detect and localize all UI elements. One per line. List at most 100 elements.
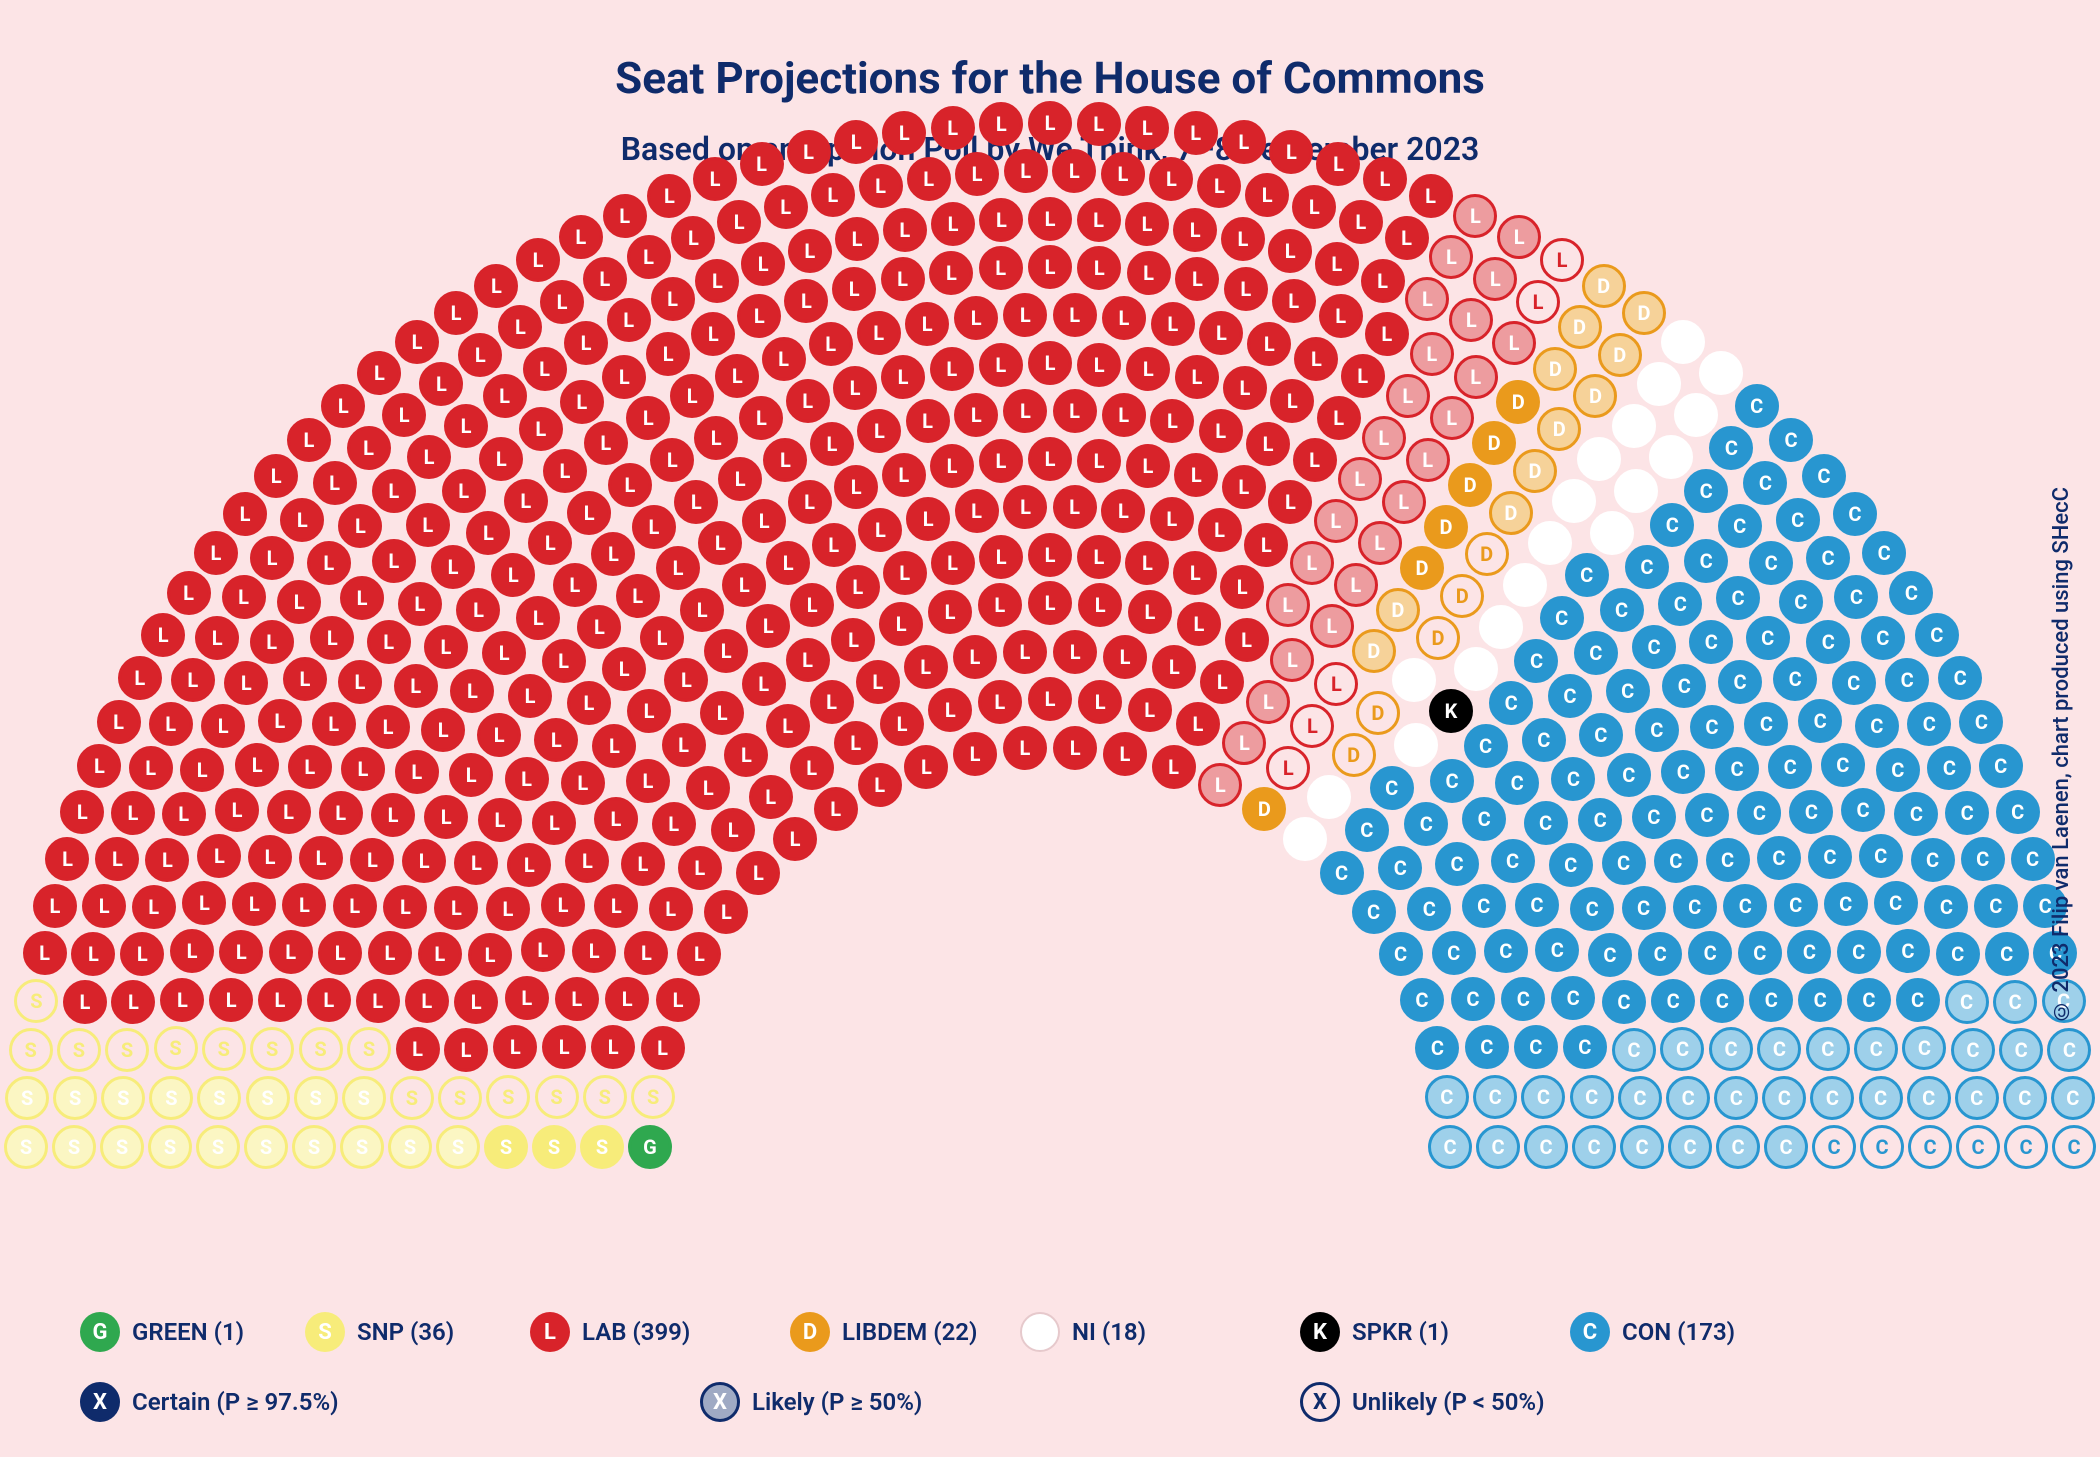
seat: C [1668, 1125, 1712, 1169]
seat: L [483, 374, 527, 418]
seat: L [1052, 149, 1096, 193]
seat: L [421, 708, 465, 752]
seat: L [1128, 688, 1172, 732]
seat: C [1622, 886, 1666, 930]
seat: L [1028, 533, 1072, 577]
seat: L [1294, 337, 1338, 381]
seat: L [1077, 102, 1121, 146]
seat: S [202, 1027, 246, 1071]
seat: L [979, 246, 1023, 290]
seat: L [395, 750, 439, 794]
seat: L [1177, 602, 1221, 646]
seat: L [560, 380, 604, 424]
seat: C [1956, 1125, 2000, 1169]
seat: C [1600, 588, 1644, 632]
legend-item-green: GGREEN (1) [80, 1312, 244, 1352]
ni-icon [1020, 1312, 1060, 1352]
seat: L [649, 887, 693, 931]
seat: L [347, 426, 391, 470]
seat: L [591, 532, 635, 576]
seat: C [1787, 930, 1831, 974]
seat: L [444, 1028, 488, 1072]
seat: L [1101, 152, 1145, 196]
seat: L [1198, 508, 1242, 552]
seat: C [1757, 1027, 1801, 1071]
seat: C [1320, 851, 1364, 895]
seat [1699, 351, 1743, 395]
seat: L [883, 551, 927, 595]
seat: L [1125, 106, 1169, 150]
seat: S [4, 1125, 48, 1169]
seat: L [929, 251, 973, 295]
seat: L [1103, 732, 1147, 776]
seat: C [1462, 797, 1506, 841]
seat: S [197, 1076, 241, 1120]
seat: L [773, 817, 817, 861]
seat: D [1573, 374, 1617, 418]
seat: L [650, 438, 694, 482]
seat: L [118, 656, 162, 700]
seat: L [442, 469, 486, 513]
seat: S [250, 1027, 294, 1071]
seat: C [1757, 836, 1801, 880]
seat: D [1598, 333, 1642, 377]
seat: C [1425, 1075, 1469, 1119]
seat: L [1405, 277, 1449, 321]
seat: C [1638, 932, 1682, 976]
seat: C [1744, 702, 1788, 746]
seat: L [741, 242, 785, 286]
seat: L [97, 700, 141, 744]
seat: L [559, 215, 603, 259]
seat: L [1516, 280, 1560, 324]
seat: C [1522, 718, 1566, 762]
seat [1283, 817, 1327, 861]
seat: L [160, 978, 204, 1022]
seat: G [628, 1125, 672, 1169]
seat: C [1651, 979, 1695, 1023]
seat: L [197, 834, 241, 878]
seat: L [1266, 583, 1310, 627]
seat: L [978, 583, 1022, 627]
seat: L [1078, 583, 1122, 627]
seat: L [398, 582, 442, 626]
seat: L [906, 399, 950, 443]
seat: L [1247, 322, 1291, 366]
seat: L [356, 979, 400, 1023]
seat: L [1077, 198, 1121, 242]
seat: L [680, 588, 724, 632]
seat: L [1003, 630, 1047, 674]
seat: L [626, 759, 670, 803]
seat: L [145, 838, 189, 882]
seat: C [1768, 745, 1812, 789]
seat: L [979, 439, 1023, 483]
seat: C [1588, 933, 1632, 977]
seat: L [319, 791, 363, 835]
seat: S [294, 1076, 338, 1120]
seat: C [1658, 582, 1702, 626]
seat: L [1128, 590, 1172, 634]
seat [1674, 393, 1718, 437]
seat: C [1570, 887, 1614, 931]
seat: C [1476, 1125, 1520, 1169]
seat: L [395, 320, 439, 364]
seat: L [1150, 497, 1194, 541]
seat: L [508, 674, 552, 718]
seat: D [1356, 691, 1400, 735]
seat: L [444, 404, 488, 448]
seat: L [1103, 635, 1147, 679]
seat: L [111, 791, 155, 835]
seat: L [1028, 245, 1072, 289]
seat: L [23, 931, 67, 975]
seat: S [631, 1075, 675, 1119]
seat: L [930, 444, 974, 488]
seat: L [955, 489, 999, 533]
seat: L [1028, 101, 1072, 145]
legend-prob-label: Likely (P ≥ 50%) [752, 1388, 922, 1416]
seat: L [456, 588, 500, 632]
spkr-icon: K [1300, 1312, 1340, 1352]
seat: C [1650, 503, 1694, 547]
green-icon: G [80, 1312, 120, 1352]
seat: L [953, 635, 997, 679]
seat: L [449, 753, 493, 797]
seat: S [486, 1075, 530, 1119]
